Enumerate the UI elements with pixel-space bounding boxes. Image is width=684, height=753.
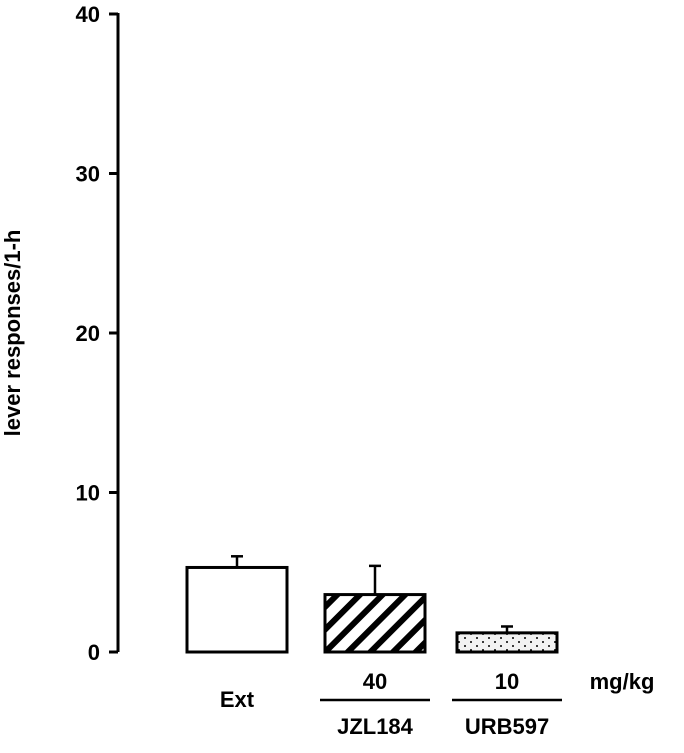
dose-label: 10 (495, 669, 519, 694)
category-label: URB597 (465, 714, 549, 739)
bar-urb597 (455, 631, 559, 654)
y-tick-label: 20 (76, 321, 100, 346)
category-label: Ext (220, 687, 255, 712)
y-tick-label: 10 (76, 481, 100, 506)
y-ticks: 0 10 20 30 40 (76, 2, 118, 665)
y-tick-label: 0 (88, 640, 100, 665)
dose-label: 40 (363, 669, 387, 694)
bar-jzl184 (323, 593, 427, 654)
bar-ext (185, 565, 289, 654)
y-tick-label: 30 (76, 162, 100, 187)
bars (185, 555, 559, 654)
y-axis-label: lever responses/1-h (0, 230, 25, 437)
category-labels: Ext 40 JZL184 10 URB597 (220, 669, 562, 739)
dose-unit-label: mg/kg (590, 669, 655, 694)
y-tick-label: 40 (76, 2, 100, 27)
category-label: JZL184 (337, 714, 414, 739)
